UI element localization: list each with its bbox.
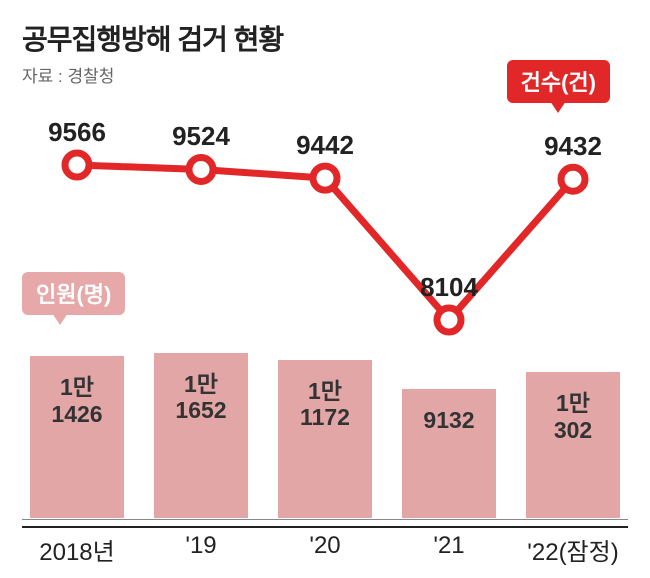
bar: 1만1172 [278,360,372,518]
line-point-label: 9442 [296,130,354,161]
bar-label: 1만302 [526,390,620,443]
plot-area: 1만1426 1만1652 1만1172 9132 1만302 9566 9524 9442 8… [22,105,628,518]
x-axis-label: '21 [433,532,464,560]
legend-cases-badge: 건수(건) [507,60,610,103]
bar: 1만302 [526,372,620,518]
x-axis-labels: 2018년 '19 '20 '21 '22(잠정) [22,532,628,572]
bar-label: 1만1172 [278,378,372,431]
line-marker [65,153,89,177]
x-axis-label: '22(잠정) [527,532,618,567]
line-point-label: 9524 [172,121,230,152]
x-axis-label: 2018년 [39,532,114,567]
chart-title: 공무집행방해 검거 현황 [22,18,628,58]
bar: 1만1426 [30,356,124,518]
bar-label: 9132 [402,407,496,433]
x-axis-label: '19 [185,532,216,560]
line-marker [313,166,337,190]
line-marker [189,157,213,181]
x-axis-line [22,526,628,528]
line-point-label: 9432 [544,131,602,162]
line-marker [561,167,585,191]
bar: 9132 [402,389,496,518]
bar-label: 1만1426 [30,374,124,427]
x-axis-label: '20 [309,532,340,560]
bar-label: 1만1652 [154,371,248,424]
line-point-label: 8104 [420,272,478,303]
line-marker [437,308,461,332]
chart-container: 공무집행방해 검거 현황 자료 : 경찰청 건수(건) 인원(명) 1만1426… [0,0,650,578]
line-point-label: 9566 [48,117,106,148]
x-axis-upper-line [22,519,628,520]
bar: 1만1652 [154,353,248,518]
